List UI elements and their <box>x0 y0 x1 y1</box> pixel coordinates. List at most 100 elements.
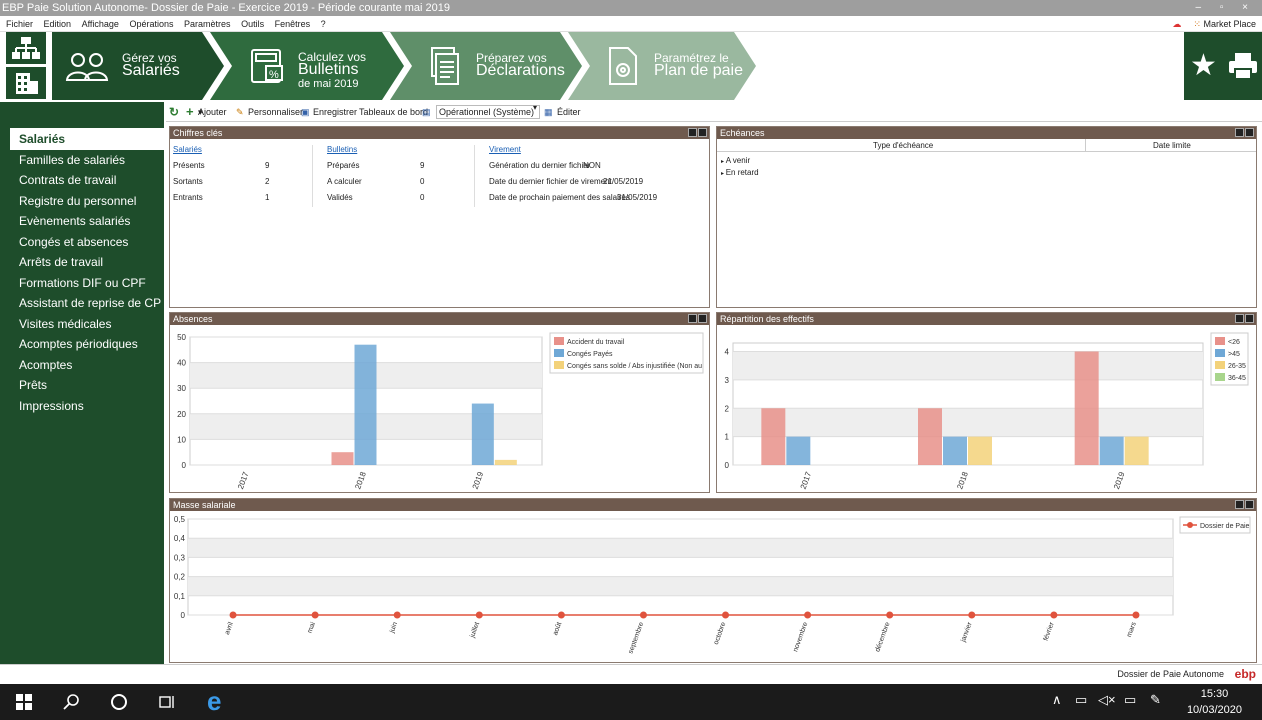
column-date-limite[interactable]: Date limite <box>1153 141 1191 150</box>
menu-affichage[interactable]: Affichage <box>81 19 119 29</box>
kc-label: Génération du dernier fichier <box>489 161 591 170</box>
windows-start-icon[interactable] <box>16 694 32 710</box>
sidebar-item-contrats[interactable]: Contrats de travail <box>19 173 117 187</box>
task-view-icon[interactable] <box>158 693 176 711</box>
menu-help[interactable]: ? <box>320 19 326 29</box>
edit-panel-icon[interactable] <box>1235 128 1244 137</box>
y-tick-label: 0,2 <box>174 573 186 582</box>
kc-label: Date de prochain paiement des salaires <box>489 193 630 202</box>
window-titlebar: EBP Paie Solution Autonome- Dossier de P… <box>0 0 1262 16</box>
edit-button[interactable]: Éditer <box>557 107 581 117</box>
step-plan-de-paie[interactable]: Paramétrez le Plan de paie <box>598 32 758 100</box>
group-row-en-retard[interactable]: ▸ En retard <box>721 168 759 177</box>
network-icon[interactable]: ▭ <box>1124 692 1137 707</box>
printer-icon[interactable] <box>1228 52 1258 80</box>
menu-operations[interactable]: Opérations <box>129 19 174 29</box>
status-bar: Dossier de Paie Autonome ebp <box>0 664 1262 684</box>
edit-panel-icon[interactable] <box>688 314 697 323</box>
search-icon[interactable] <box>63 693 81 711</box>
edit-panel-icon[interactable] <box>1235 314 1244 323</box>
divider <box>474 145 475 207</box>
step-declarations[interactable]: Préparez vos Déclarations <box>420 32 580 100</box>
edit-panel-icon[interactable] <box>688 128 697 137</box>
volume-muted-icon[interactable]: ◁× <box>1098 692 1116 707</box>
org-chart-icon[interactable] <box>6 32 46 64</box>
data-point <box>393 611 401 619</box>
battery-icon[interactable]: ▭ <box>1075 692 1088 707</box>
legend-label: <26 <box>1228 339 1240 346</box>
y-tick-label: 10 <box>177 435 186 444</box>
dashboard-toolbar: ↻ + Ajouter ▾ ✎ Personnaliser ▣ Enregist… <box>166 102 1262 122</box>
save-button[interactable]: Enregistrer <box>313 107 358 117</box>
data-point <box>557 611 565 619</box>
menu-parametres[interactable]: Paramètres <box>184 19 231 29</box>
bar <box>1099 436 1124 465</box>
pen-icon[interactable]: ✎ <box>1150 692 1161 707</box>
sidebar-item-salaries[interactable]: Salariés <box>19 132 66 146</box>
cortana-icon[interactable] <box>110 693 128 711</box>
grid-header: Type d'échéance Date limite <box>717 139 1256 152</box>
y-tick-label: 0,3 <box>174 553 186 562</box>
sidebar-item-conges[interactable]: Congés et absences <box>19 235 129 249</box>
star-icon[interactable]: ★ <box>1190 49 1217 82</box>
legend-swatch <box>1215 337 1225 345</box>
y-tick-label: 3 <box>725 376 730 385</box>
window-controls[interactable]: – ▫ × <box>1195 2 1256 13</box>
menu-fichier[interactable]: Fichier <box>6 19 34 29</box>
chevron-up-icon[interactable]: ∧ <box>1052 692 1062 707</box>
sidebar-item-acomptes-periodiques[interactable]: Acomptes périodiques <box>19 337 138 351</box>
close-panel-icon[interactable] <box>1245 128 1254 137</box>
menu-edition[interactable]: Edition <box>43 19 72 29</box>
kc-value: 2 <box>265 177 270 186</box>
step-bulletins[interactable]: % Calculez vos Bulletins de mai 2019 <box>240 32 410 100</box>
sidebar-item-visites[interactable]: Visites médicales <box>19 317 112 331</box>
personnaliser-button[interactable]: Personnaliser <box>248 107 304 117</box>
refresh-icon[interactable]: ↻ <box>169 105 180 119</box>
menu-outils[interactable]: Outils <box>241 19 265 29</box>
step-bulletins-line3: de mai 2019 <box>298 78 359 90</box>
close-panel-icon[interactable] <box>1245 314 1254 323</box>
legend-label: Dossier de Paie <box>1200 523 1250 530</box>
edge-icon[interactable]: e <box>207 686 222 716</box>
sidebar-item-impressions[interactable]: Impressions <box>19 399 84 413</box>
edit-panel-icon[interactable] <box>1235 500 1244 509</box>
y-tick-label: 30 <box>177 384 186 393</box>
step-bulletins-line1: Calculez vos <box>298 50 367 64</box>
salaries-link[interactable]: Salariés <box>173 145 202 154</box>
kc-value: 0 <box>420 193 425 202</box>
group-row-a-venir[interactable]: ▸ A venir <box>721 156 750 165</box>
print-preview-icon: ▦ <box>544 107 553 117</box>
menu-fenetres[interactable]: Fenêtres <box>274 19 311 29</box>
sidebar-item-formations[interactable]: Formations DIF ou CPF <box>19 276 146 290</box>
dashboard-select[interactable]: Opérationnel (Système) ▾ <box>436 103 540 119</box>
y-tick-label: 2 <box>725 404 730 413</box>
sidebar-item-acomptes[interactable]: Acomptes <box>19 358 73 372</box>
building-icon[interactable] <box>6 67 46 99</box>
sidebar-item-prets[interactable]: Prêts <box>19 378 48 392</box>
close-panel-icon[interactable] <box>1245 500 1254 509</box>
group-label: A venir <box>725 156 751 165</box>
virement-link[interactable]: Virement <box>489 145 521 154</box>
bar <box>471 403 494 465</box>
step-salaries[interactable]: Gérez vos Salariés <box>52 32 222 100</box>
close-panel-icon[interactable] <box>698 128 707 137</box>
market-place-button[interactable]: ☁ ⁙ Market Place <box>1172 16 1256 32</box>
sidebar-item-registre[interactable]: Registre du personnel <box>19 194 137 208</box>
close-panel-icon[interactable] <box>698 314 707 323</box>
step-salaries-line1: Gérez vos <box>122 51 177 65</box>
add-label: Ajouter <box>198 107 227 117</box>
clock[interactable]: 15:30 10/03/2020 <box>1187 686 1242 718</box>
ebp-logo: ebp <box>1234 667 1256 681</box>
step-bulletins-line2: Bulletins <box>298 61 359 78</box>
sidebar-item-familles[interactable]: Familles de salariés <box>19 153 126 167</box>
sidebar-item-evenements[interactable]: Evènements salariés <box>19 214 131 228</box>
x-tick-label: 2018 <box>353 470 368 490</box>
x-tick-label: juillet <box>469 621 481 639</box>
bulletins-link[interactable]: Bulletins <box>327 145 358 154</box>
add-button[interactable]: Ajouter ▾ <box>198 102 227 122</box>
sidebar-item-arrets[interactable]: Arrêts de travail <box>19 255 104 269</box>
y-tick-label: 0,4 <box>174 534 186 543</box>
sidebar-item-assistant-cp[interactable]: Assistant de reprise de CP <box>19 296 162 310</box>
kc-label: Validés <box>327 193 353 202</box>
column-type-echeance[interactable]: Type d'échéance <box>873 141 934 150</box>
